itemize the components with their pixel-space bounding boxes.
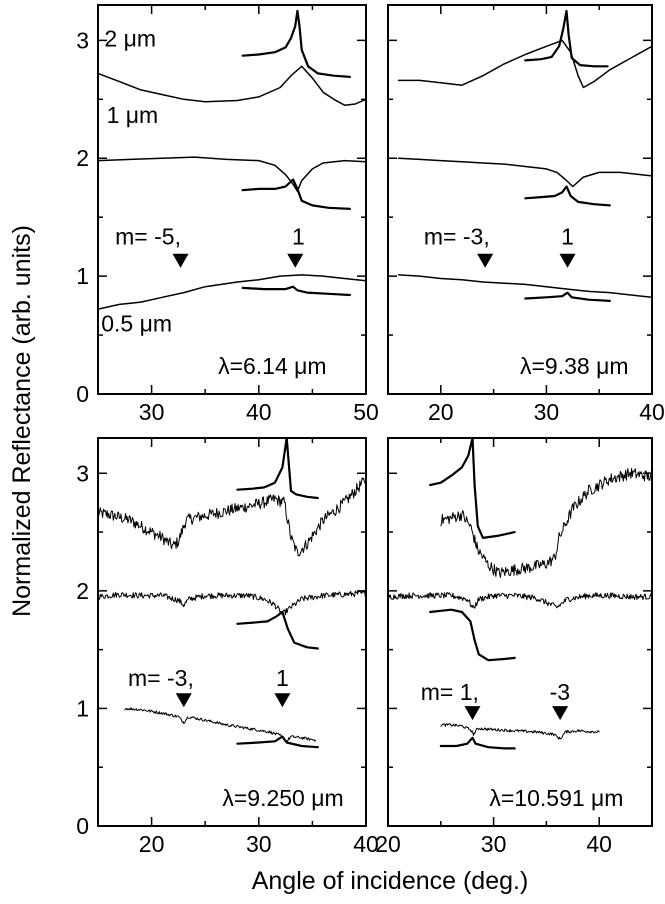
- x-tick-label: 50: [353, 399, 379, 425]
- resonance-marker: [552, 706, 569, 721]
- series-line-6: [524, 291, 611, 302]
- resonance-marker: [477, 253, 494, 268]
- series-line-4: [236, 438, 319, 500]
- series-line-4: [241, 9, 351, 78]
- annotation-label: m= -3,: [424, 223, 490, 249]
- x-tick-label: 40: [639, 399, 665, 425]
- x-tick-label: 30: [534, 399, 560, 425]
- annotation-label: -3: [550, 679, 570, 705]
- series-group: [388, 438, 652, 750]
- panel-3: 20 30 40 0 1 2 3 m= -3, 1 λ=9.250 μm: [76, 437, 379, 857]
- series-line-5: [236, 610, 319, 650]
- series-line-3: [98, 274, 366, 310]
- panel-4: 20 30 40 m= 1, -3 λ=10.591 μm: [375, 437, 653, 857]
- y-tick-label: 1: [76, 263, 89, 289]
- y-tick-label: 0: [76, 381, 89, 407]
- x-tick-label: 40: [586, 831, 612, 857]
- x-tick-label: 30: [139, 399, 165, 425]
- annotation-label: 2 μm: [104, 25, 156, 51]
- y-tick-label: 3: [76, 460, 89, 486]
- y-tick-label: 2: [76, 145, 89, 171]
- series-line-2: [388, 592, 652, 609]
- panel-1: 30 40 50 0 1 2 3 2 μm 1 μm m= -5, 1 0.5 μm λ=6.14 μm: [76, 4, 379, 425]
- annotation-label: λ=10.591 μm: [489, 785, 623, 811]
- series-line-3: [397, 274, 652, 299]
- x-tick-label: 20: [375, 831, 401, 857]
- resonance-marker: [274, 693, 291, 708]
- series-line-6: [241, 285, 351, 297]
- series-line-6: [439, 736, 516, 750]
- resonance-marker: [464, 706, 481, 721]
- series-group: [397, 9, 652, 302]
- panel-frame: [97, 437, 367, 827]
- annotation-label: 1: [292, 223, 305, 249]
- x-tick-label: 20: [139, 831, 165, 857]
- resonance-marker: [172, 253, 189, 268]
- y-tick-label: 2: [76, 578, 89, 604]
- annotation-label: λ=9.38 μm: [520, 353, 629, 379]
- resonance-marker: [175, 693, 192, 708]
- series-line-1: [98, 477, 366, 557]
- series-line-5: [241, 178, 351, 210]
- annotation-label: λ=9.250 μm: [222, 785, 343, 811]
- y-tick-label: 1: [76, 695, 89, 721]
- x-tick-label: 40: [353, 831, 379, 857]
- annotation-label: 0.5 μm: [101, 311, 172, 337]
- y-tick-label: 0: [76, 813, 89, 839]
- x-tick-label: 30: [481, 831, 507, 857]
- series-line-2: [98, 590, 366, 616]
- x-tick-label: 20: [428, 399, 454, 425]
- series-line-4: [524, 9, 609, 68]
- y-axis-label: Normalized Reflectance (arb. units): [8, 225, 36, 617]
- x-tick-label: 40: [246, 399, 272, 425]
- annotation-label: 1: [276, 665, 289, 691]
- annotation-label: 1: [561, 223, 574, 249]
- annotation-label: m= -5,: [115, 223, 181, 249]
- annotation-label: m= -3,: [128, 665, 194, 691]
- annotation-label: m= 1,: [421, 679, 479, 705]
- panel-frame: [387, 4, 653, 395]
- series-line-2: [98, 156, 366, 192]
- resonance-marker: [287, 253, 304, 268]
- panel-frame: [97, 4, 367, 395]
- series-line-6: [236, 735, 319, 749]
- series-line-4: [429, 438, 516, 539]
- series-group: [98, 438, 366, 749]
- x-tick-label: 30: [246, 831, 272, 857]
- panel-2: 20 30 40 m= -3, 1 λ=9.38 μm: [387, 4, 665, 425]
- series-line-1: [440, 467, 652, 578]
- series-group: [98, 9, 366, 310]
- annotation-label: λ=6.14 μm: [218, 353, 327, 379]
- series-line-2: [397, 157, 652, 188]
- annotation-label: 1 μm: [107, 102, 159, 128]
- y-tick-label: 3: [76, 27, 89, 53]
- series-line-1: [98, 65, 366, 106]
- series-line-5: [429, 608, 516, 662]
- x-axis-label: Angle of incidence (deg.): [252, 867, 529, 895]
- series-line-3: [124, 707, 317, 743]
- panel-frame: [387, 437, 653, 827]
- resonance-marker: [559, 253, 576, 268]
- series-line-1: [397, 39, 652, 89]
- series-line-3: [440, 723, 600, 740]
- series-line-5: [524, 185, 611, 207]
